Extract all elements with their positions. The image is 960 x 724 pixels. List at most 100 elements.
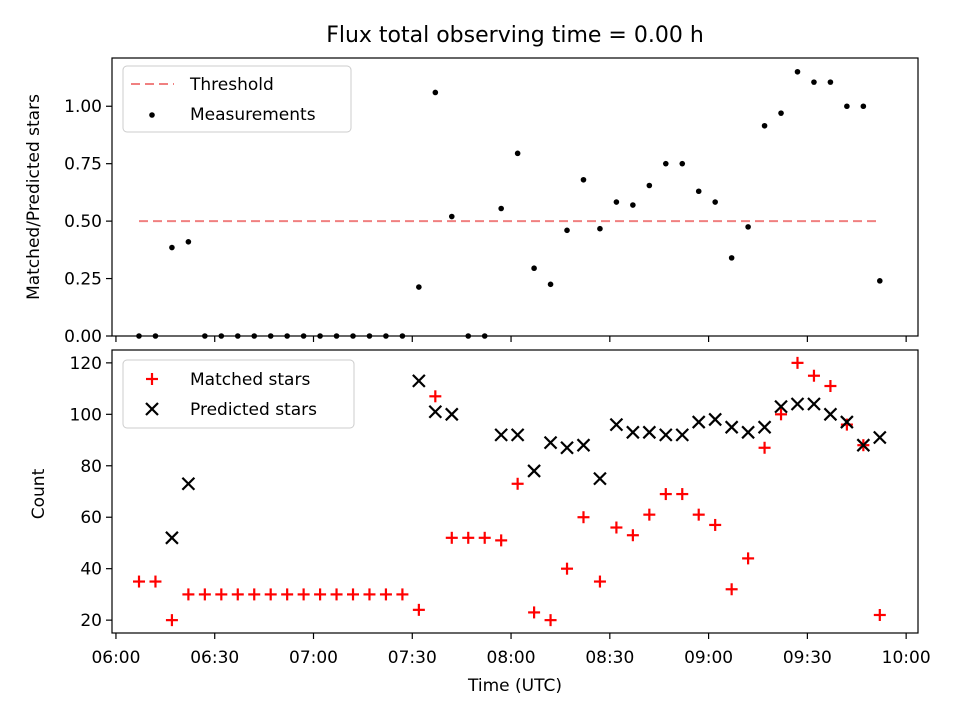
predicted-star-marker xyxy=(724,420,739,434)
matched-star-marker xyxy=(824,380,837,393)
measurement-point xyxy=(761,122,768,129)
matched-star-marker xyxy=(429,390,442,403)
matched-star-marker xyxy=(281,588,294,601)
count-panel: 20 40 60 80 100 120 06:00 06:30 07:00 07:30 08:00… xyxy=(29,349,931,696)
ratio-y-tick-label: 0.00 xyxy=(64,327,102,347)
matched-star-marker xyxy=(709,518,722,531)
matched-star-marker xyxy=(363,588,376,601)
ratio-panel-frame xyxy=(111,57,919,337)
x-tick-label: 07:00 xyxy=(289,648,338,668)
measurement-point xyxy=(662,160,669,167)
predicted-star-marker xyxy=(593,471,607,486)
measurement-point xyxy=(613,199,620,205)
matched-star-marker xyxy=(725,583,738,596)
matched-star-marker xyxy=(445,531,458,544)
matched-star-marker xyxy=(478,531,491,544)
matched-star-marker xyxy=(462,531,475,544)
matched-star-marker xyxy=(873,608,886,621)
count-panel-frame xyxy=(111,349,919,634)
matched-star-marker xyxy=(676,488,689,501)
matched-star-marker xyxy=(347,588,360,601)
predicted-star-marker xyxy=(609,417,624,432)
matched-star-marker xyxy=(577,511,590,524)
predicted-star-marker xyxy=(494,428,508,442)
matched-star-marker xyxy=(643,508,656,521)
ratio-y-axis-label: Matched/Predicted stars xyxy=(24,94,44,300)
count-y-tick-label: 40 xyxy=(80,560,102,580)
matched-star-marker xyxy=(692,508,705,521)
x-tick-label: 07:30 xyxy=(388,648,437,668)
x-tick-label: 08:30 xyxy=(585,648,634,668)
predicted-star-marker xyxy=(757,420,772,434)
measurement-point xyxy=(416,284,422,290)
legend-threshold-label: Threshold xyxy=(189,75,274,95)
x-tick-label: 09:00 xyxy=(684,648,733,668)
predicted-star-marker xyxy=(741,425,755,440)
ratio-y-tick-label: 0.75 xyxy=(64,155,102,175)
matched-star-marker xyxy=(198,588,211,601)
measurement-point xyxy=(531,265,537,272)
legend-matched-swatch xyxy=(146,373,158,385)
matched-star-marker xyxy=(165,614,178,627)
ratio-panel: 0.00 0.25 0.50 0.75 1.00 Matched/Predicted s… xyxy=(24,57,919,347)
matched-star-marker xyxy=(561,562,574,575)
legend-predicted-label: Predicted stars xyxy=(190,400,317,420)
count-legend-box xyxy=(122,359,355,429)
measurement-point xyxy=(877,278,883,284)
predicted-star-marker xyxy=(642,425,657,440)
matched-star-marker xyxy=(544,614,557,627)
predicted-star-marker xyxy=(165,531,179,545)
predicted-star-marker xyxy=(510,428,525,442)
predicted-star-marker xyxy=(691,415,706,429)
predicted-star-marker xyxy=(708,412,722,427)
matched-star-marker xyxy=(248,588,261,601)
matched-star-marker xyxy=(593,575,606,588)
measurement-point xyxy=(448,213,455,220)
measurement-point xyxy=(827,79,834,85)
matched-star-marker xyxy=(314,588,327,601)
predicted-star-marker xyxy=(856,438,871,452)
predicted-star-marker xyxy=(659,428,673,442)
measurement-point xyxy=(630,202,636,208)
measurement-point xyxy=(712,199,718,205)
x-tick-label: 06:30 xyxy=(190,648,239,668)
measurement-point xyxy=(860,103,867,110)
measurement-point xyxy=(432,89,439,96)
ratio-y-tick-label: 1.00 xyxy=(64,97,102,117)
matched-star-marker xyxy=(659,488,672,501)
measurement-point xyxy=(547,281,554,288)
measurement-point xyxy=(185,239,192,245)
predicted-star-marker xyxy=(181,477,196,491)
measurement-point xyxy=(514,150,521,157)
measurement-point xyxy=(794,68,801,75)
matched-star-marker xyxy=(215,588,228,601)
count-legend: Matched stars Predicted stars xyxy=(122,359,355,429)
x-axis-label: Time (UTC) xyxy=(467,676,562,696)
count-y-tick-label: 120 xyxy=(70,354,102,374)
measurement-point xyxy=(679,160,686,167)
predicted-star-marker xyxy=(675,428,690,442)
x-tick-label: 08:00 xyxy=(487,648,536,668)
predicted-star-marker xyxy=(873,430,887,445)
matched-star-marker xyxy=(528,606,541,619)
x-tick-label: 06:00 xyxy=(91,648,140,668)
ratio-y-tick-label: 0.50 xyxy=(64,212,102,232)
legend-measurements-swatch xyxy=(149,112,155,118)
measurement-point xyxy=(844,103,850,110)
x-tick-label: 10:00 xyxy=(882,648,931,668)
legend-measurements-label: Measurements xyxy=(190,105,316,125)
measurement-point xyxy=(745,224,751,230)
count-y-tick-label: 80 xyxy=(80,457,102,477)
matched-star-marker xyxy=(132,575,145,588)
predicted-star-marker xyxy=(790,397,805,411)
count-y-tick-label: 20 xyxy=(80,611,102,631)
measurement-point xyxy=(811,79,817,85)
measurement-point xyxy=(564,227,570,234)
measurement-point xyxy=(695,188,702,195)
matched-star-marker xyxy=(231,588,244,601)
predicted-star-marker xyxy=(412,374,426,388)
predicted-star-marker xyxy=(807,397,821,411)
measurement-point xyxy=(597,225,603,232)
matched-star-marker xyxy=(742,552,755,565)
